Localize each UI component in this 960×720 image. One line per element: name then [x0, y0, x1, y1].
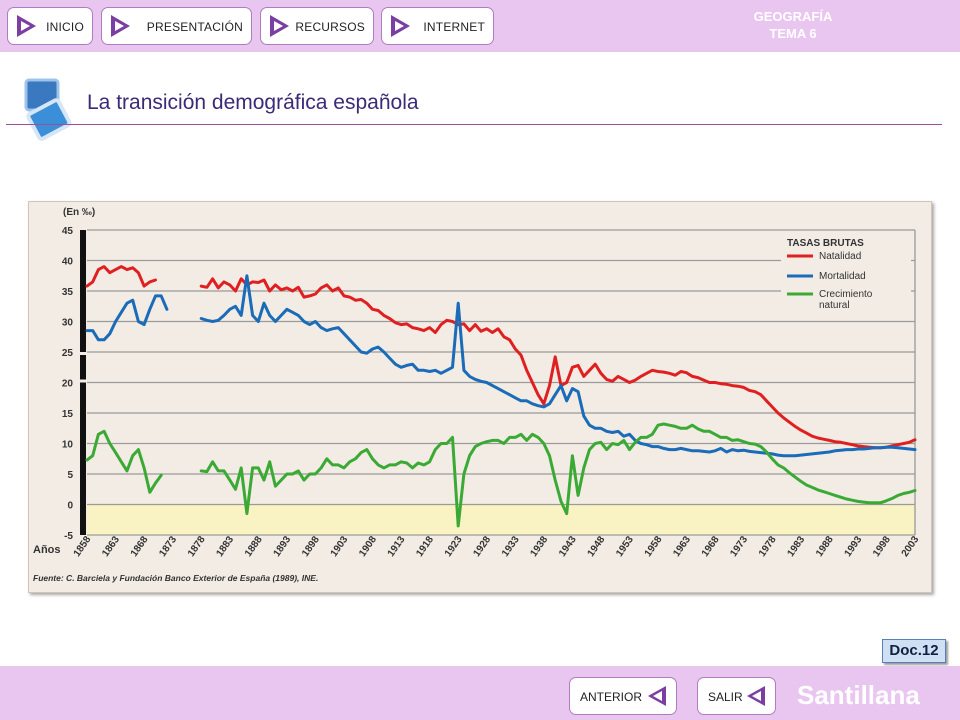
x-tick-label: 1948 [586, 534, 608, 559]
nav-button-label: PRESENTACIÓN [146, 20, 243, 34]
brand-logo-text: Santillana [797, 680, 920, 710]
x-tick-label: 1963 [671, 534, 693, 559]
y-tick-label: 20 [62, 379, 74, 390]
legend-label: Natalidad [819, 251, 861, 262]
x-tick-label: 1868 [129, 534, 151, 559]
x-tick-label: 1933 [500, 534, 522, 559]
y-axis-bar [80, 355, 86, 380]
x-tick-label: 1873 [157, 534, 179, 559]
x-tick-label: 1918 [414, 534, 436, 559]
x-tick-label: 1858 [72, 534, 94, 559]
x-tick-label: 1913 [386, 534, 408, 559]
x-tick-label: 1878 [186, 534, 208, 559]
y-axis-bar [80, 230, 86, 352]
y-tick-label: 5 [67, 470, 73, 481]
series-line [199, 422, 917, 528]
x-tick-label: 1998 [871, 534, 893, 559]
bottom-bar [0, 666, 960, 720]
y-tick-label: 35 [62, 287, 74, 298]
x-tick-label: 1943 [557, 534, 579, 559]
y-axis-bar [80, 504, 86, 535]
doc-badge: Doc.12 [882, 639, 946, 663]
back-triangle-icon [648, 686, 666, 706]
x-tick-label: 1938 [529, 534, 551, 559]
y-tick-label: 40 [62, 257, 74, 268]
play-triangle-icon [391, 15, 410, 37]
screens-icon [24, 78, 72, 141]
x-tick-label: 1993 [843, 534, 865, 559]
y-tick-label: 30 [62, 318, 74, 329]
series-line [199, 277, 917, 450]
legend-title: TASAS BRUTAS [787, 238, 864, 249]
play-triangle-icon [17, 15, 36, 37]
chart-source: Fuente: C. Barciela y Fundación Banco Ex… [33, 573, 318, 583]
x-tick-label: 1968 [700, 534, 722, 559]
legend-label: Mortalidad [819, 271, 866, 282]
y-tick-labels: 45 40 35 30 25 20 15 10 5 0 -5 [62, 226, 74, 542]
nav-button-inicio[interactable]: INICIO [7, 7, 93, 45]
x-tick-label: 1893 [272, 534, 294, 559]
y-tick-label: -5 [64, 531, 73, 542]
y-axis-bars [80, 230, 86, 535]
y-tick-label: 45 [62, 226, 74, 237]
series-line [85, 265, 157, 288]
series-line [85, 429, 163, 494]
x-tick-label: 1903 [329, 534, 351, 559]
series-line [85, 294, 169, 342]
x-tick-label: 1973 [728, 534, 750, 559]
chart-panel: 45 40 35 30 25 20 15 10 5 0 -5 1858 1863 1868 1873 187… [28, 201, 932, 593]
x-tick-label: 1898 [300, 534, 322, 559]
x-tick-label: 1883 [214, 534, 236, 559]
x-tick-label: 1908 [357, 534, 379, 559]
x-tick-label: 1958 [643, 534, 665, 559]
course-label: GEOGRAFÍA TEMA 6 [700, 8, 886, 42]
x-tick-label: 1953 [614, 534, 636, 559]
x-tick-label: 1983 [785, 534, 807, 559]
course-unit: TEMA 6 [769, 26, 817, 41]
anterior-button-label: ANTERIOR [580, 690, 643, 704]
page-title: La transición demográfica española [87, 91, 419, 114]
y-axis-bar [80, 382, 86, 505]
anterior-button[interactable]: ANTERIOR [569, 677, 677, 715]
nav-button-label: RECURSOS [295, 20, 365, 34]
nav-button-presentacion[interactable]: PRESENTACIÓN [101, 7, 252, 45]
salir-button[interactable]: SALIR [697, 677, 776, 715]
course-subject: GEOGRAFÍA [753, 9, 833, 24]
y-tick-label: 0 [67, 501, 73, 512]
back-triangle-icon [747, 686, 765, 706]
y-tick-label: 25 [62, 348, 74, 359]
y-axis-label: (En ‰) [63, 207, 95, 218]
x-tick-label: 1978 [757, 534, 779, 559]
nav-button-label: INICIO [46, 20, 84, 34]
nav-button-recursos[interactable]: RECURSOS [260, 7, 374, 45]
legend-label: Crecimiento natural [819, 289, 873, 311]
play-triangle-icon [270, 15, 289, 37]
series-lines [85, 265, 917, 528]
salir-button-label: SALIR [708, 690, 743, 704]
play-triangle-icon [111, 15, 130, 37]
series-line [199, 274, 917, 458]
demographic-chart: 45 40 35 30 25 20 15 10 5 0 -5 1858 1863 1868 1873 187… [33, 207, 922, 583]
nav-button-label: INTERNET [423, 20, 485, 34]
x-axis-label: Años [33, 544, 61, 556]
y-tick-label: 15 [62, 409, 74, 420]
title-divider [6, 124, 942, 125]
x-tick-label: 1928 [471, 534, 493, 559]
x-tick-label: 2003 [900, 534, 922, 559]
x-tick-label: 1863 [100, 534, 122, 559]
x-tick-label: 1888 [243, 534, 265, 559]
x-tick-labels: 1858 1863 1868 1873 1878 1883 1888 1893 1898 1903… [72, 534, 922, 559]
y-tick-label: 10 [62, 440, 74, 451]
negative-zone-band [87, 504, 915, 535]
nav-button-internet[interactable]: INTERNET [381, 7, 494, 45]
x-tick-label: 1923 [443, 534, 465, 559]
x-tick-label: 1988 [814, 534, 836, 559]
chart-legend: TASAS BRUTAS Natalidad Mortalidad Crecimie… [781, 232, 911, 318]
